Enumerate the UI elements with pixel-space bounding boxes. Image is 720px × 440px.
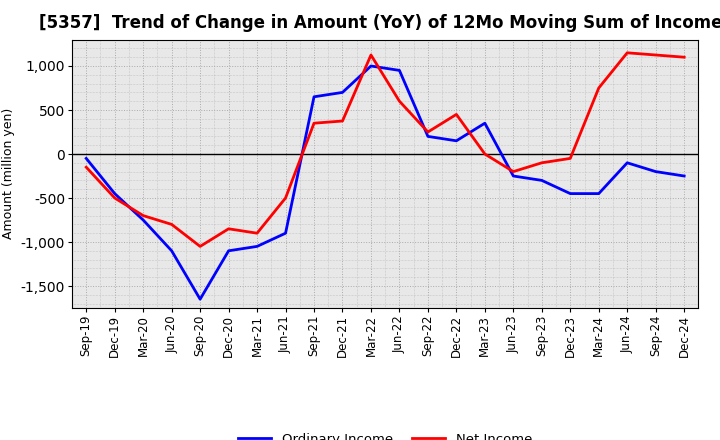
Net Income [680,55,688,60]
Net Income [423,129,432,135]
Ordinary Income [167,248,176,253]
Net Income [82,165,91,170]
Net Income [310,121,318,126]
Ordinary Income [139,217,148,223]
Net Income [167,222,176,227]
Net Income [595,85,603,91]
Ordinary Income [282,231,290,236]
Net Income [652,52,660,58]
Net Income [253,231,261,236]
Net Income [566,156,575,161]
Net Income [623,50,631,55]
Ordinary Income [110,191,119,196]
Ordinary Income [423,134,432,139]
Ordinary Income [395,68,404,73]
Ordinary Income [509,173,518,179]
Net Income [110,195,119,201]
Net Income [196,244,204,249]
Net Income [452,112,461,117]
Line: Net Income: Net Income [86,53,684,246]
Ordinary Income [196,297,204,302]
Net Income [338,118,347,124]
Net Income [537,160,546,165]
Ordinary Income [310,94,318,99]
Ordinary Income [623,160,631,165]
Ordinary Income [680,173,688,179]
Ordinary Income [82,156,91,161]
Ordinary Income [537,178,546,183]
Ordinary Income [595,191,603,196]
Ordinary Income [652,169,660,174]
Ordinary Income [225,248,233,253]
Net Income [480,151,489,157]
Title: [5357]  Trend of Change in Amount (YoY) of 12Mo Moving Sum of Incomes: [5357] Trend of Change in Amount (YoY) o… [38,15,720,33]
Net Income [509,169,518,174]
Ordinary Income [566,191,575,196]
Net Income [395,99,404,104]
Net Income [225,226,233,231]
Net Income [282,195,290,201]
Ordinary Income [366,63,375,69]
Net Income [139,213,148,218]
Net Income [366,52,375,58]
Ordinary Income [338,90,347,95]
Ordinary Income [253,244,261,249]
Legend: Ordinary Income, Net Income: Ordinary Income, Net Income [233,427,538,440]
Ordinary Income [480,121,489,126]
Ordinary Income [452,138,461,143]
Y-axis label: Amount (million yen): Amount (million yen) [2,108,15,239]
Line: Ordinary Income: Ordinary Income [86,66,684,299]
